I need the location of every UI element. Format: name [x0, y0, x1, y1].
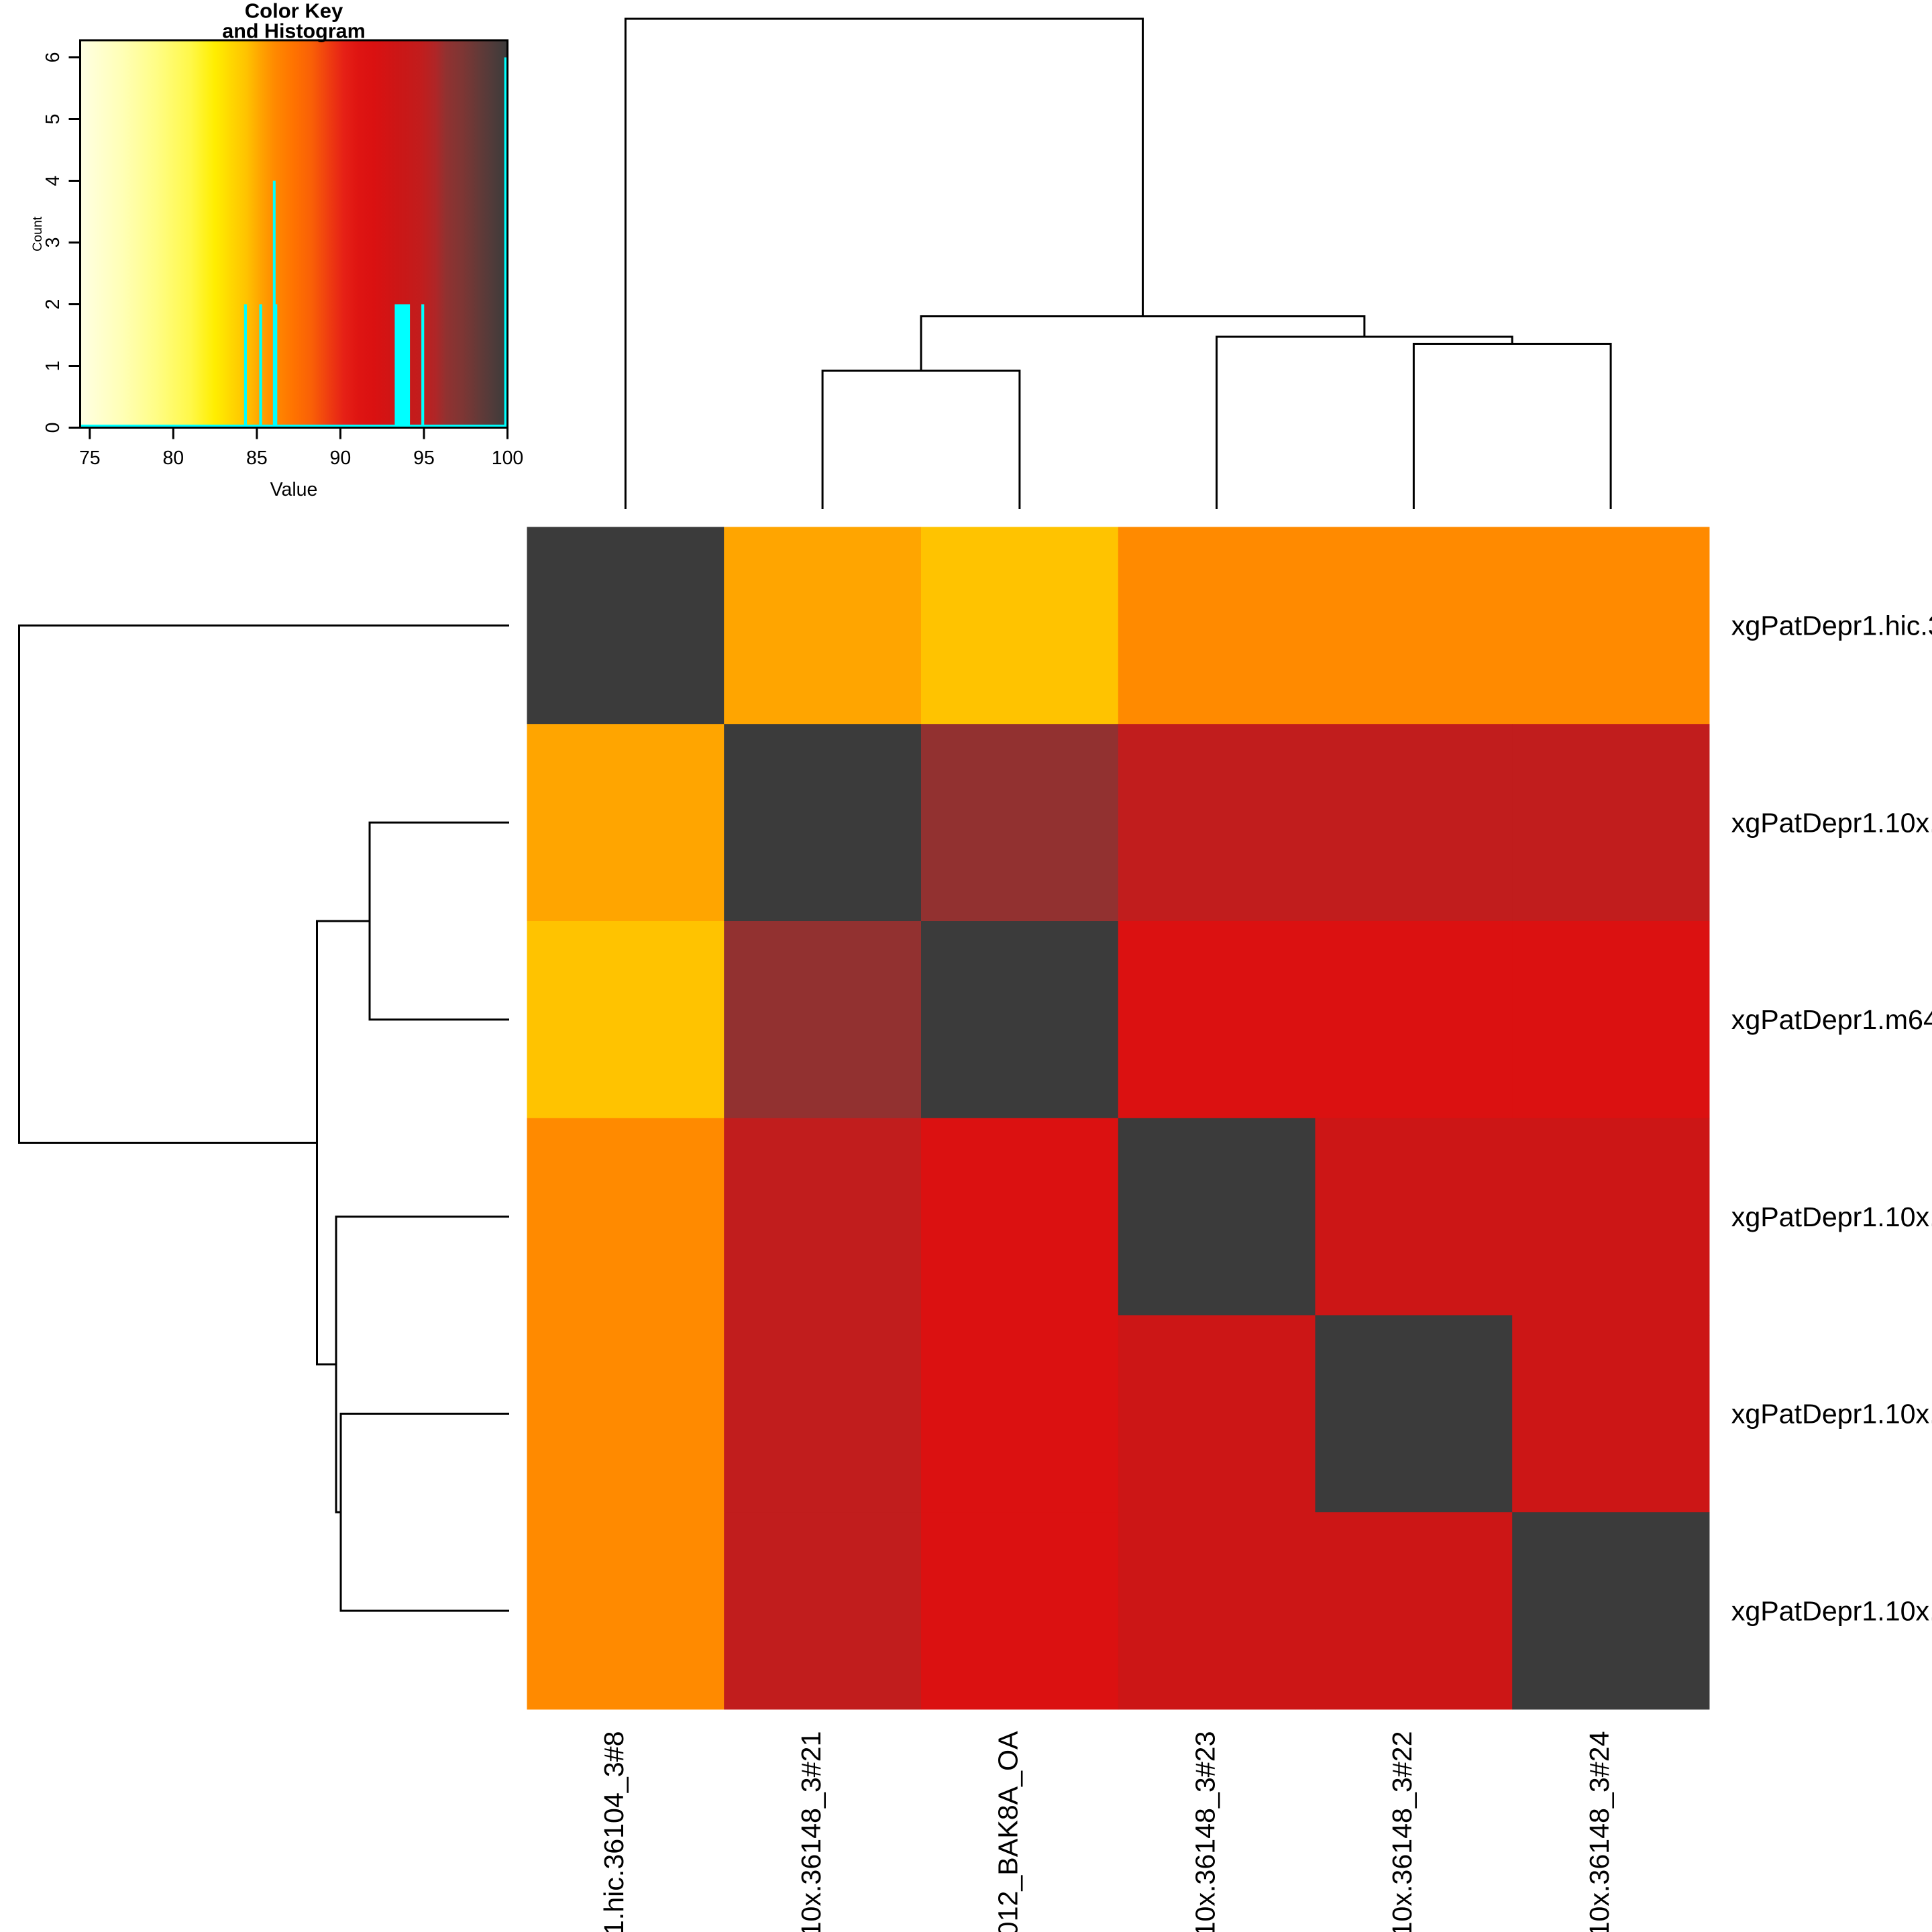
svg-text:xgPatDepr1.hic.36104_3#8: xgPatDepr1.hic.36104_3#8: [1731, 610, 1932, 641]
svg-text:xgPatDepr1.10x.36148_3#21: xgPatDepr1.10x.36148_3#21: [1731, 807, 1932, 838]
svg-text:4: 4: [42, 175, 64, 186]
svg-text:xgPatDepr1.10x.36148_3#22: xgPatDepr1.10x.36148_3#22: [1731, 1399, 1932, 1430]
svg-text:5: 5: [42, 114, 64, 125]
svg-text:Count: Count: [30, 216, 45, 252]
svg-text:xgPatDepr1.10x.36148_3#22: xgPatDepr1.10x.36148_3#22: [1387, 1731, 1417, 1932]
svg-text:85: 85: [246, 447, 268, 469]
svg-text:2: 2: [42, 299, 64, 310]
svg-text:75: 75: [79, 447, 101, 469]
svg-text:xgPatDepr1.10x.36148_3#24: xgPatDepr1.10x.36148_3#24: [1731, 1595, 1932, 1626]
svg-text:xgPatDepr1.m64178e_230307_1330: xgPatDepr1.m64178e_230307_133012_BAK8A_O…: [993, 1731, 1024, 1932]
svg-text:Value: Value: [270, 479, 318, 500]
svg-text:0: 0: [42, 423, 64, 433]
svg-text:xgPatDepr1.hic.36104_3#8: xgPatDepr1.hic.36104_3#8: [598, 1731, 629, 1932]
svg-text:and Histogram: and Histogram: [222, 20, 366, 43]
svg-text:xgPatDepr1.10x.36148_3#24: xgPatDepr1.10x.36148_3#24: [1584, 1731, 1615, 1932]
svg-text:Color Key: Color Key: [245, 0, 343, 23]
svg-text:100: 100: [492, 447, 524, 469]
svg-text:xgPatDepr1.m64178e_230307_1330: xgPatDepr1.m64178e_230307_133012_BAK8A_O…: [1731, 1004, 1932, 1035]
svg-text:xgPatDepr1.10x.36148_3#23: xgPatDepr1.10x.36148_3#23: [1731, 1201, 1932, 1232]
svg-text:xgPatDepr1.10x.36148_3#23: xgPatDepr1.10x.36148_3#23: [1189, 1731, 1220, 1932]
svg-text:90: 90: [330, 447, 352, 469]
svg-text:xgPatDepr1.10x.36148_3#21: xgPatDepr1.10x.36148_3#21: [796, 1731, 826, 1932]
svg-text:3: 3: [42, 237, 64, 248]
svg-text:80: 80: [162, 447, 184, 469]
svg-text:1: 1: [42, 361, 64, 372]
svg-text:95: 95: [413, 447, 435, 469]
svg-text:6: 6: [42, 52, 64, 63]
